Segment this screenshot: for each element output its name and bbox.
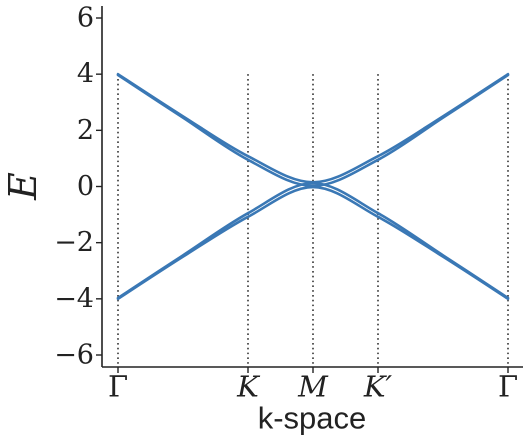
y-tick-label: 4	[77, 59, 94, 90]
x-tick-label: K	[236, 370, 261, 404]
x-tick-label: K′	[363, 370, 393, 404]
x-axis-title: k-space	[258, 400, 367, 435]
x-tick-label: Γ	[498, 370, 518, 404]
y-tick-label: 0	[77, 171, 94, 202]
y-tick-label: −2	[54, 227, 94, 258]
y-axis-ticks: −6 −4 −2 0 2 4 6	[54, 3, 102, 371]
y-tick-label: −4	[54, 283, 94, 314]
band-lines	[116, 72, 510, 301]
band-line	[116, 185, 510, 301]
y-tick-label: 2	[77, 115, 94, 146]
x-axis-ticks: Γ K M K′ Γ	[108, 367, 518, 404]
y-axis-title: E	[1, 172, 45, 201]
band-line	[116, 73, 510, 188]
symmetry-point-guides	[117, 74, 509, 367]
x-tick-label: M	[297, 370, 329, 404]
y-tick-label: −6	[54, 340, 94, 371]
y-tick-label: 6	[77, 3, 94, 34]
x-tick-label: Γ	[108, 370, 128, 404]
